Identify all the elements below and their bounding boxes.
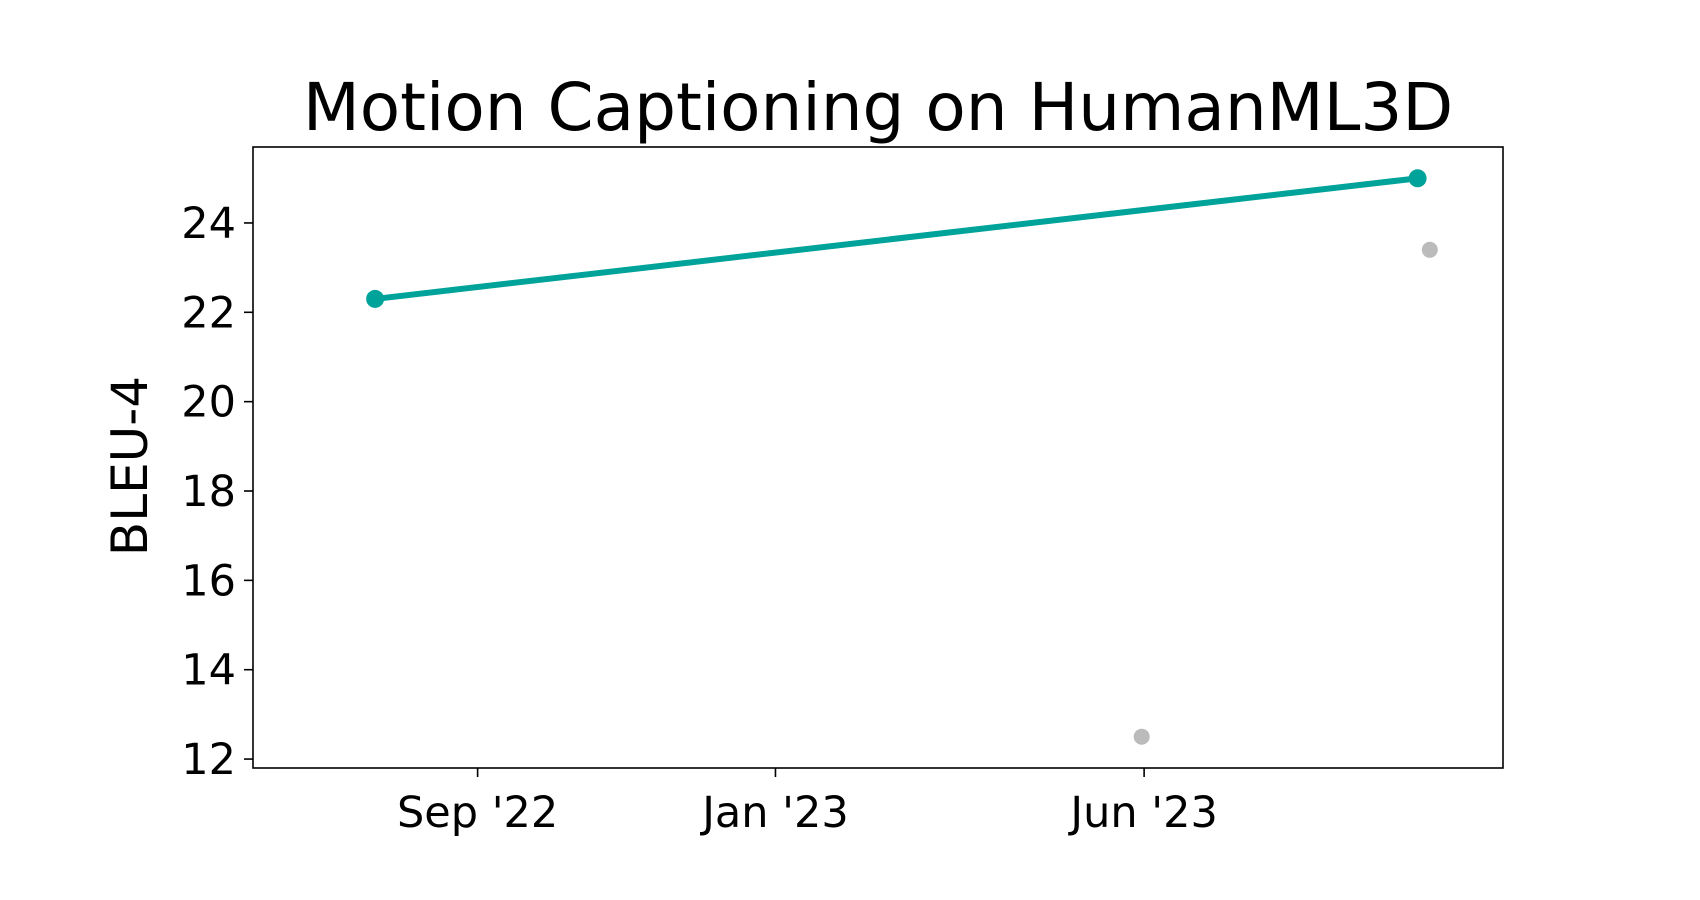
data-point-other-results-1 bbox=[1133, 728, 1150, 745]
y-axis-label: BLEU-4 bbox=[101, 376, 159, 556]
y-tick-label-18: 18 bbox=[181, 467, 236, 517]
x-tick-label-2023-06-01: Jun '23 bbox=[1067, 788, 1217, 838]
x-tick-label-2022-09-01: Sep '22 bbox=[397, 788, 558, 838]
y-tick-label-16: 16 bbox=[181, 556, 236, 606]
data-point-state-of-the-art-1 bbox=[366, 289, 385, 308]
y-tick-label-20: 20 bbox=[181, 378, 236, 428]
series-line-state-of-the-art bbox=[372, 175, 1421, 302]
y-tick-label-14: 14 bbox=[181, 646, 236, 696]
chart-title: Motion Captioning on HumanML3D bbox=[303, 69, 1453, 146]
data-point-state-of-the-art-2 bbox=[1408, 169, 1427, 188]
y-tick-label-22: 22 bbox=[181, 288, 236, 338]
x-tick-label-2023-01-01: Jan '23 bbox=[699, 788, 849, 838]
axes-layer: 12 14 16 18 20 22 24 Sep '22 Jan '23 Jun '23 bbox=[181, 146, 1504, 838]
data-point-other-results-2 bbox=[1421, 241, 1438, 258]
plot-frame bbox=[252, 146, 1504, 769]
series-layer bbox=[366, 169, 1438, 745]
y-tick-label-24: 24 bbox=[181, 199, 236, 249]
y-tick-label-12: 12 bbox=[181, 735, 236, 785]
